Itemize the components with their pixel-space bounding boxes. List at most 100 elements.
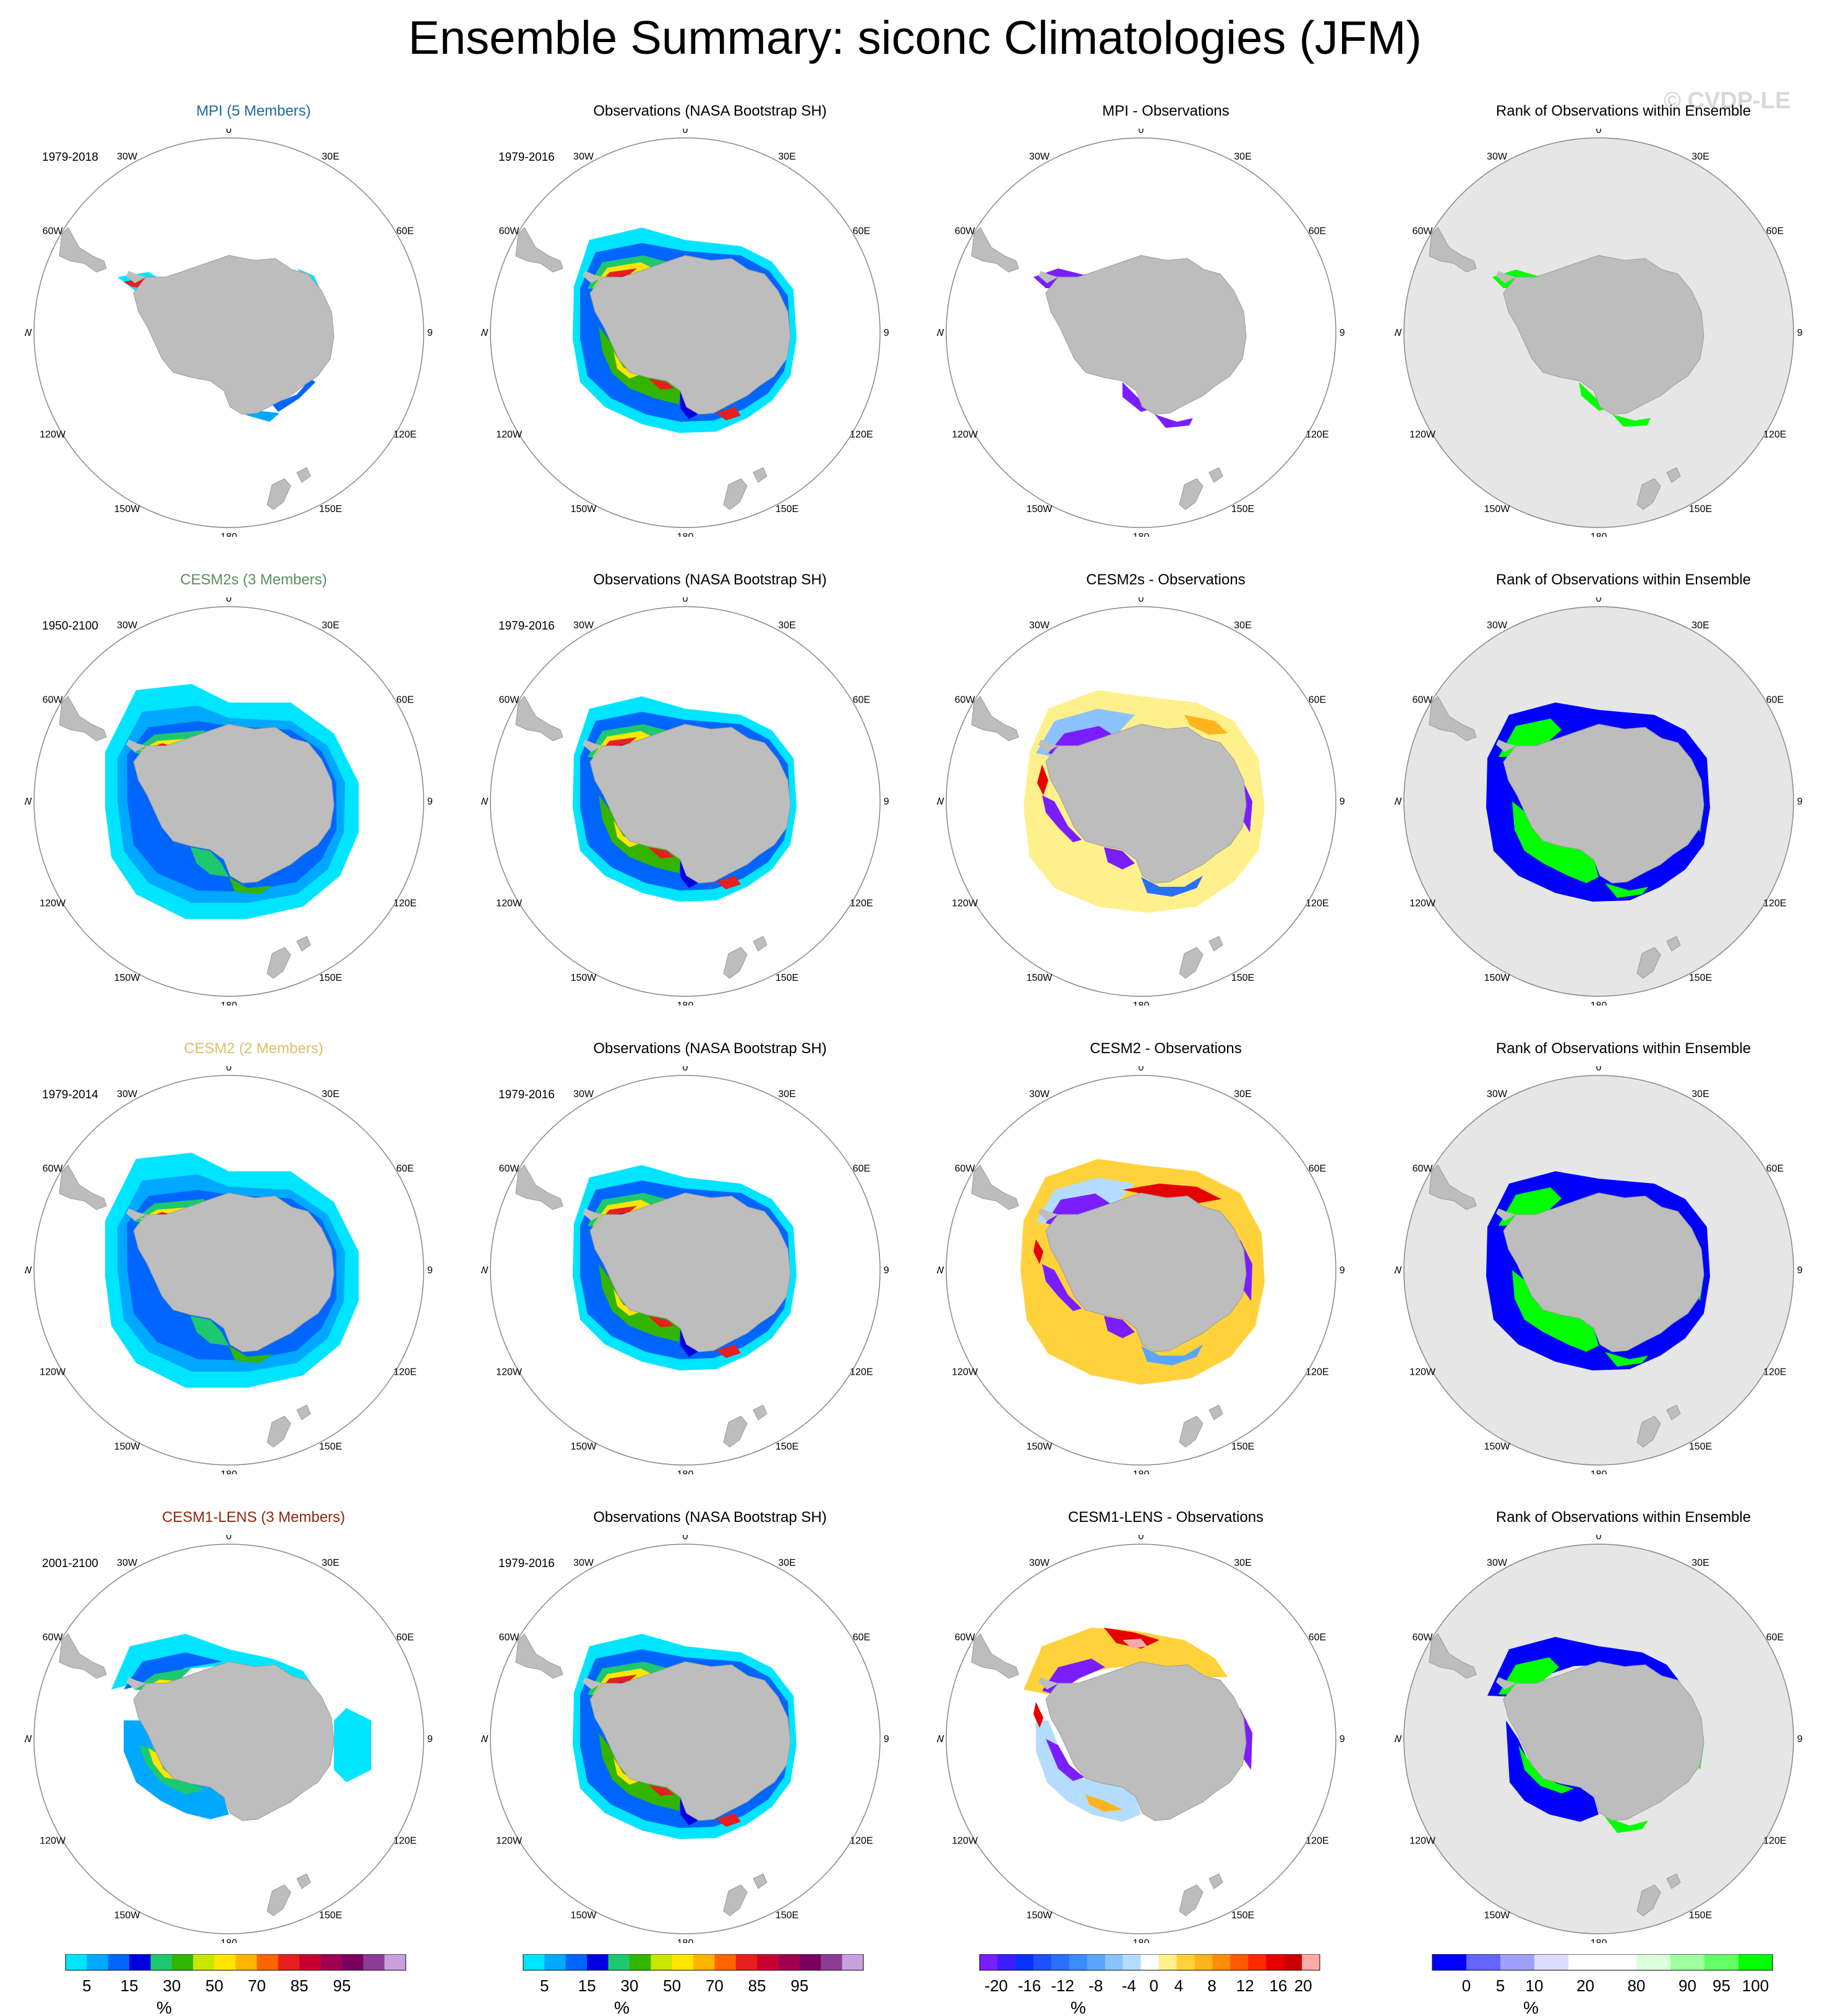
sea-ice-field bbox=[716, 407, 741, 421]
colorbar-swatch bbox=[384, 1954, 406, 1970]
longitude-label: 60E bbox=[1309, 1633, 1326, 1643]
colorbar-unit: % bbox=[1071, 1998, 1086, 2016]
sea-ice-field bbox=[614, 1289, 639, 1316]
sea-ice-field bbox=[229, 1346, 272, 1363]
colorbar-tick-label: 5 bbox=[1496, 1976, 1505, 1995]
longitude-label: 120E bbox=[1306, 899, 1328, 909]
longitude-label: 150E bbox=[776, 504, 798, 515]
new-zealand-landmass bbox=[753, 936, 767, 952]
panel-model-1: MPI (5 Members) 1979-2018 0 30E 60E 90E 120E 15… bbox=[25, 99, 482, 544]
longitude-label: 90W bbox=[1395, 797, 1402, 807]
colorbar-tick-label: 20 bbox=[1576, 1976, 1594, 1995]
colorbar-swatch bbox=[608, 1954, 630, 1970]
sea-ice-field bbox=[716, 1344, 741, 1358]
south-america-landmass bbox=[515, 1633, 563, 1679]
new-zealand-landmass bbox=[267, 1884, 291, 1916]
colorbar-swatch bbox=[1466, 1954, 1501, 1970]
south-america-landmass bbox=[515, 227, 563, 273]
longitude-label: 150E bbox=[1231, 1442, 1254, 1452]
colorbar-tick-label: 30 bbox=[163, 1976, 181, 1995]
longitude-label: 30E bbox=[1691, 1089, 1709, 1100]
sea-ice-field bbox=[1104, 847, 1135, 869]
longitude-label: 90E bbox=[1340, 1734, 1345, 1745]
longitude-label: 90W bbox=[481, 328, 489, 338]
new-zealand-landmass bbox=[723, 1416, 748, 1448]
south-america-landmass bbox=[971, 696, 1019, 741]
panel-title: CESM2s (3 Members) bbox=[180, 571, 327, 588]
colorbar-swatch bbox=[997, 1954, 1016, 1970]
colorbar-swatch bbox=[299, 1954, 321, 1970]
colorbar-tick-label: -20 bbox=[985, 1976, 1008, 1995]
south-america-landmass bbox=[515, 1164, 563, 1210]
south-america-landmass bbox=[1429, 227, 1477, 273]
longitude-label: 90W bbox=[1395, 1265, 1402, 1276]
map-boundary bbox=[1403, 606, 1794, 997]
polar-map: 0 30E 60E 90E 120E 150E 180 150W 120W 90W 60W 30W bbox=[937, 1535, 1345, 1943]
colorbar-swatch bbox=[278, 1954, 300, 1970]
longitude-label: 180 bbox=[677, 1938, 694, 1943]
longitude-label: 90E bbox=[1797, 1734, 1803, 1745]
new-zealand-landmass bbox=[1636, 1416, 1661, 1448]
longitude-label: 150W bbox=[1027, 1910, 1053, 1921]
map-boundary bbox=[1403, 137, 1794, 528]
new-zealand-landmass bbox=[296, 1873, 311, 1889]
south-america-landmass bbox=[59, 227, 107, 273]
longitude-label: 150E bbox=[776, 973, 798, 983]
colorbar-swatch bbox=[1284, 1954, 1302, 1970]
colorbar-swatch bbox=[150, 1954, 173, 1970]
longitude-label: 120W bbox=[1409, 899, 1436, 909]
sea-ice-field bbox=[1037, 764, 1048, 795]
longitude-label: 30W bbox=[117, 152, 138, 162]
page-title: Ensemble Summary: siconc Climatologies (… bbox=[408, 12, 1422, 64]
antarctica-landmass bbox=[133, 255, 335, 415]
longitude-label: 150W bbox=[1027, 504, 1053, 515]
map-boundary bbox=[490, 1075, 881, 1466]
longitude-label: 90E bbox=[1797, 328, 1803, 338]
panel-title: Observations (NASA Bootstrap SH) bbox=[593, 1509, 827, 1526]
colorbar-tick-label: -16 bbox=[1018, 1976, 1041, 1995]
panel-title: Rank of Observations within Ensemble bbox=[1495, 1040, 1751, 1057]
longitude-label: 150W bbox=[114, 1910, 141, 1921]
colorbar-swatch bbox=[87, 1954, 109, 1970]
antarctica-landmass bbox=[1503, 1192, 1704, 1352]
sea-ice-field bbox=[716, 1813, 741, 1827]
longitude-label: 60E bbox=[853, 1164, 870, 1174]
longitude-label: 120E bbox=[850, 1367, 873, 1378]
colorbar-swatch bbox=[1266, 1954, 1285, 1970]
sea-ice-field bbox=[1612, 414, 1651, 427]
sea-ice-field bbox=[648, 1316, 674, 1327]
longitude-label: 120W bbox=[496, 899, 523, 909]
colorbar-swatch bbox=[651, 1954, 673, 1970]
panel-diff-3: CESM2 - Observations 0 30E 60E 90E 120E 150E 18… bbox=[937, 1036, 1395, 1482]
panel-title: Observations (NASA Bootstrap SH) bbox=[593, 103, 827, 119]
longitude-label: 30E bbox=[1691, 620, 1709, 631]
longitude-label: 120W bbox=[1409, 1367, 1436, 1378]
longitude-label: 120E bbox=[1306, 430, 1328, 440]
period-label: 1979-2016 bbox=[498, 620, 555, 633]
sea-ice-field bbox=[648, 378, 674, 390]
longitude-label: 150E bbox=[1689, 504, 1712, 515]
colorbar-swatch bbox=[1670, 1954, 1705, 1970]
longitude-label: 90E bbox=[427, 797, 433, 807]
colorbar-swatch bbox=[629, 1954, 651, 1970]
longitude-label: 60W bbox=[955, 226, 976, 237]
longitude-label: 90E bbox=[427, 1265, 433, 1276]
map-boundary bbox=[490, 606, 881, 997]
longitude-label: 90W bbox=[1395, 1734, 1402, 1745]
new-zealand-landmass bbox=[1208, 936, 1223, 952]
sea-ice-field bbox=[1512, 1270, 1599, 1352]
polar-map: 0 30E 60E 90E 120E 150E 180 150W 120W 90W 60W 30W bbox=[937, 129, 1345, 537]
longitude-label: 60E bbox=[1766, 695, 1784, 706]
longitude-label: 150W bbox=[1484, 1442, 1511, 1452]
sea-ice-field bbox=[334, 1708, 371, 1782]
colorbar-swatch bbox=[66, 1954, 87, 1970]
sea-ice-field bbox=[1506, 1720, 1599, 1822]
longitude-label: 60W bbox=[499, 1164, 520, 1174]
longitude-label: 120E bbox=[1306, 1367, 1328, 1378]
sea-ice-field bbox=[1512, 801, 1599, 883]
longitude-label: 30W bbox=[573, 620, 594, 631]
longitude-label: 150W bbox=[114, 504, 141, 515]
panel-title: Rank of Observations within Ensemble bbox=[1495, 1509, 1751, 1526]
longitude-label: 60W bbox=[43, 1164, 64, 1174]
longitude-label: 120E bbox=[1306, 1836, 1328, 1847]
